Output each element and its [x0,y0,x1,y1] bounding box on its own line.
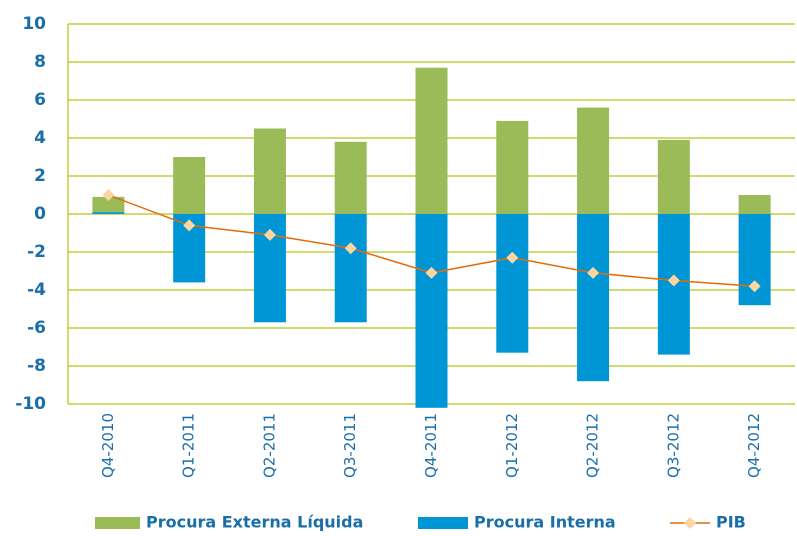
legend-swatch [95,517,140,529]
x-tick-label: Q2-2011 [260,413,278,478]
y-tick-label: -6 [27,318,46,338]
marker [587,266,600,279]
marker [425,266,438,279]
legend-swatch [418,517,468,529]
marker [263,228,276,241]
marker [748,280,761,293]
legend-label: Procura Interna [474,513,616,532]
x-tick-label: Q3-2012 [664,413,682,478]
x-tick-label: Q1-2011 [180,413,198,478]
marker [183,219,196,232]
marker [102,189,115,201]
x-tick-label: Q3-2011 [341,413,359,478]
y-tick-label: -10 [15,394,46,414]
bar [577,214,610,382]
x-tick-label: Q2-2012 [584,413,602,478]
y-tick-label: 4 [34,128,46,148]
bar [577,107,610,214]
marker [684,517,696,529]
bar [92,212,125,214]
bar [496,120,529,214]
y-tick-label: -8 [27,356,46,376]
x-tick-label: Q1-2012 [503,413,521,478]
y-tick-label: 2 [34,166,46,186]
x-tick-label: Q4-2012 [745,413,763,478]
marker [344,242,357,255]
x-tick-label: Q4-2010 [99,413,117,478]
marker [667,274,680,287]
bar [415,214,448,408]
bar [738,195,771,214]
bar [173,157,206,214]
y-tick-label: 0 [34,204,46,224]
y-tick-label: 10 [22,14,46,34]
x-tick-label: Q4-2011 [422,413,440,478]
bar [415,67,448,214]
marker [506,251,519,264]
legend-label: PIB [716,513,746,532]
bar [334,141,367,214]
bar [253,128,286,214]
y-tick-label: 6 [34,90,46,110]
y-tick-label: -4 [27,280,46,300]
y-tick-label: -2 [27,242,46,262]
bar [657,139,690,214]
y-tick-label: 8 [34,52,46,72]
bar [92,196,125,213]
bar [334,214,367,323]
legend-label: Procura Externa Líquida [146,513,363,532]
bar [496,214,529,353]
